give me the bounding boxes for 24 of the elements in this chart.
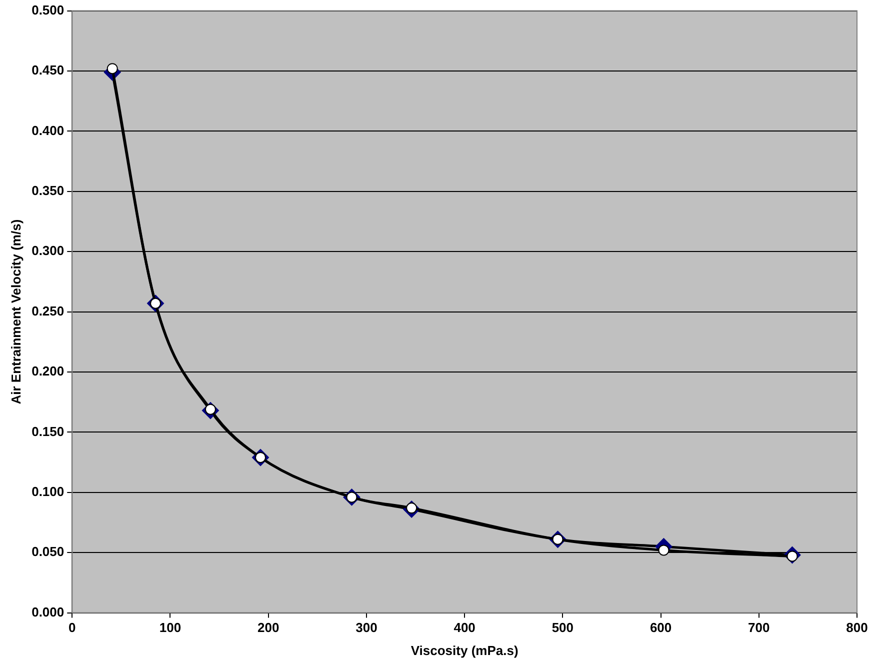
x-tick-label: 200 [257, 620, 280, 636]
x-tick-label: 0 [68, 620, 76, 636]
y-axis-title: Air Entrainment Velocity (m/s) [8, 219, 24, 404]
y-tick-label: 0.500 [32, 2, 64, 18]
y-tick-label: 0.100 [32, 484, 64, 499]
y-tick-label: 0.150 [32, 424, 64, 439]
y-tick-label: 0.250 [32, 303, 64, 318]
y-tick-label: 0.000 [32, 604, 64, 620]
y-tick-label: 0.400 [32, 122, 64, 138]
y-tick-label: 0.050 [32, 544, 64, 560]
x-tick-label: 300 [356, 620, 378, 636]
point [106, 63, 118, 74]
x-tick-label: 500 [552, 620, 574, 636]
x-tick-label: 100 [159, 620, 182, 636]
x-tick-label: 400 [454, 620, 476, 636]
y-tick-label: 0.350 [32, 182, 64, 198]
x-axis-title: Viscosity (mPa.s) [410, 642, 518, 658]
y-tick-label: 0.450 [32, 62, 64, 78]
x-tick-label: 800 [846, 620, 868, 636]
y-tick-label: 0.200 [32, 364, 64, 379]
x-tick-label: 700 [748, 620, 770, 636]
point [658, 544, 670, 556]
x-tick-label: 600 [650, 620, 672, 636]
y-tick-label: 0.300 [32, 243, 64, 258]
